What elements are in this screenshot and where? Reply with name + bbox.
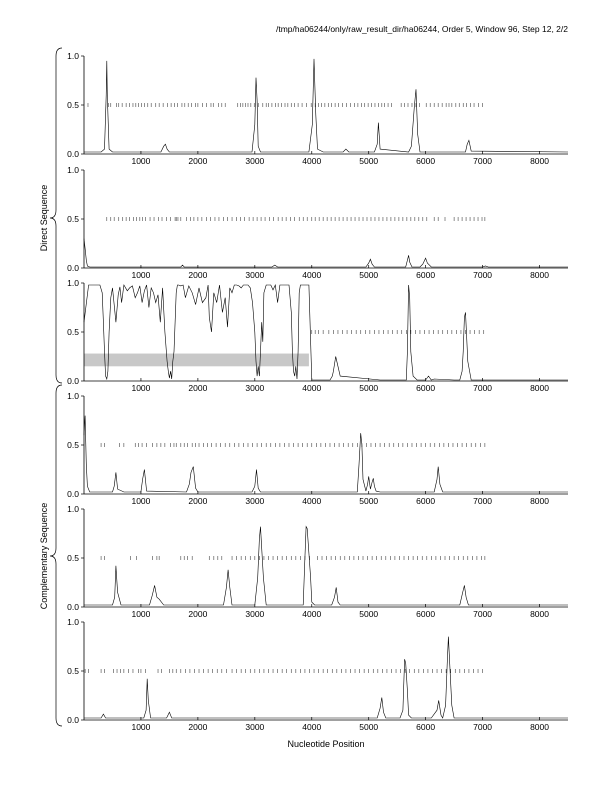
- x-tick-label: 7000: [473, 722, 492, 732]
- series-line: [84, 525, 568, 606]
- panels-layer: 0.0 0.5 1.0 1000 2000 3000 4000 5000 6000 7000 800…: [67, 51, 569, 732]
- x-tick-label: 7000: [473, 609, 492, 619]
- series-line: [83, 415, 568, 493]
- direct-sequence-label: Direct Sequence: [39, 185, 49, 252]
- panel-2: 0.0 0.5 1.0 1000 2000 3000 4000 5000 6000 7000 800…: [67, 165, 568, 280]
- x-tick-label: 2000: [188, 496, 207, 506]
- x-axis-title: Nucleotide Position: [287, 739, 364, 749]
- y-tick-label: 0.0: [67, 715, 79, 725]
- x-tick-label: 2000: [188, 270, 207, 280]
- x-tick-label: 3000: [245, 609, 264, 619]
- x-tick-label: 6000: [416, 609, 435, 619]
- y-tick-label: 0.0: [67, 376, 79, 386]
- x-tick-label: 6000: [416, 383, 435, 393]
- x-tick-label: 6000: [416, 722, 435, 732]
- x-tick-label: 5000: [359, 383, 378, 393]
- complementary-sequence-label: Complementary Sequence: [39, 503, 49, 610]
- x-tick-label: 3000: [245, 496, 264, 506]
- direct-sequence-brace: [49, 47, 63, 384]
- x-tick-label: 7000: [473, 270, 492, 280]
- x-tick-label: 6000: [416, 496, 435, 506]
- y-tick-label: 0.5: [67, 440, 79, 450]
- x-tick-label: 3000: [245, 270, 264, 280]
- panel-1: 0.0 0.5 1.0 1000 2000 3000 4000 5000 6000 7000 800…: [67, 51, 569, 166]
- y-tick-label: 0.0: [67, 149, 79, 159]
- x-tick-label: 2000: [188, 383, 207, 393]
- panel-5: 0.0 0.5 1.0 1000 2000 3000 4000 5000 6000 7000 800…: [67, 504, 568, 619]
- x-tick-label: 4000: [302, 156, 321, 166]
- x-tick-label: 7000: [473, 156, 492, 166]
- x-tick-label: 3000: [245, 722, 264, 732]
- x-tick-label: 2000: [188, 722, 207, 732]
- x-tick-label: 4000: [302, 270, 321, 280]
- x-tick-label: 1000: [131, 156, 150, 166]
- x-tick-label: 2000: [188, 156, 207, 166]
- x-tick-label: 8000: [530, 496, 549, 506]
- x-tick-label: 1000: [131, 496, 150, 506]
- y-tick-label: 1.0: [67, 51, 79, 61]
- y-tick-label: 1.0: [67, 504, 79, 514]
- x-tick-label: 8000: [530, 270, 549, 280]
- x-tick-label: 1000: [131, 609, 150, 619]
- y-tick-label: 1.0: [67, 617, 79, 627]
- x-tick-label: 8000: [530, 156, 549, 166]
- x-tick-label: 5000: [359, 156, 378, 166]
- complementary-sequence-brace: [49, 384, 63, 727]
- x-tick-label: 5000: [359, 722, 378, 732]
- x-tick-label: 7000: [473, 496, 492, 506]
- panel-6: 0.0 0.5 1.0 1000 2000 3000 4000 5000 6000 7000 800…: [67, 617, 568, 732]
- y-tick-label: 0.5: [67, 553, 79, 563]
- y-tick-label: 0.5: [67, 327, 79, 337]
- x-tick-label: 4000: [302, 496, 321, 506]
- y-tick-label: 0.5: [67, 214, 79, 224]
- series-line: [83, 238, 568, 268]
- x-tick-label: 4000: [302, 383, 321, 393]
- x-tick-label: 6000: [416, 156, 435, 166]
- x-tick-label: 7000: [473, 383, 492, 393]
- page-title: /tmp/ha06244/only/raw_result_dir/ha06244…: [275, 24, 568, 34]
- x-tick-label: 5000: [359, 496, 378, 506]
- y-tick-label: 0.5: [67, 100, 79, 110]
- x-tick-label: 5000: [359, 609, 378, 619]
- x-tick-label: 6000: [416, 270, 435, 280]
- x-tick-label: 1000: [131, 270, 150, 280]
- y-tick-label: 0.0: [67, 263, 79, 273]
- x-tick-label: 8000: [530, 722, 549, 732]
- x-tick-label: 2000: [188, 609, 207, 619]
- x-tick-label: 1000: [131, 722, 150, 732]
- y-tick-label: 1.0: [67, 278, 79, 288]
- x-tick-label: 3000: [245, 156, 264, 166]
- x-tick-label: 8000: [530, 609, 549, 619]
- x-tick-label: 1000: [131, 383, 150, 393]
- series-line: [84, 636, 568, 719]
- y-tick-label: 1.0: [67, 391, 79, 401]
- y-tick-label: 0.5: [67, 666, 79, 676]
- x-tick-label: 8000: [530, 383, 549, 393]
- series-line: [83, 283, 568, 381]
- x-tick-label: 3000: [245, 383, 264, 393]
- x-tick-label: 4000: [302, 722, 321, 732]
- shaded-region: [84, 353, 309, 367]
- y-tick-label: 0.0: [67, 602, 79, 612]
- y-tick-label: 0.0: [67, 489, 79, 499]
- group-labels: Direct Sequence Complementary Sequence: [39, 47, 63, 727]
- panel-4: 0.0 0.5 1.0 1000 2000 3000 4000 5000 6000 7000 800…: [67, 391, 568, 506]
- panel-3: 0.0 0.5 1.0 1000 2000 3000 4000 5000 6000 7000 800…: [67, 278, 568, 393]
- series-line: [84, 58, 569, 153]
- x-tick-label: 5000: [359, 270, 378, 280]
- y-tick-label: 1.0: [67, 165, 79, 175]
- x-tick-label: 4000: [302, 609, 321, 619]
